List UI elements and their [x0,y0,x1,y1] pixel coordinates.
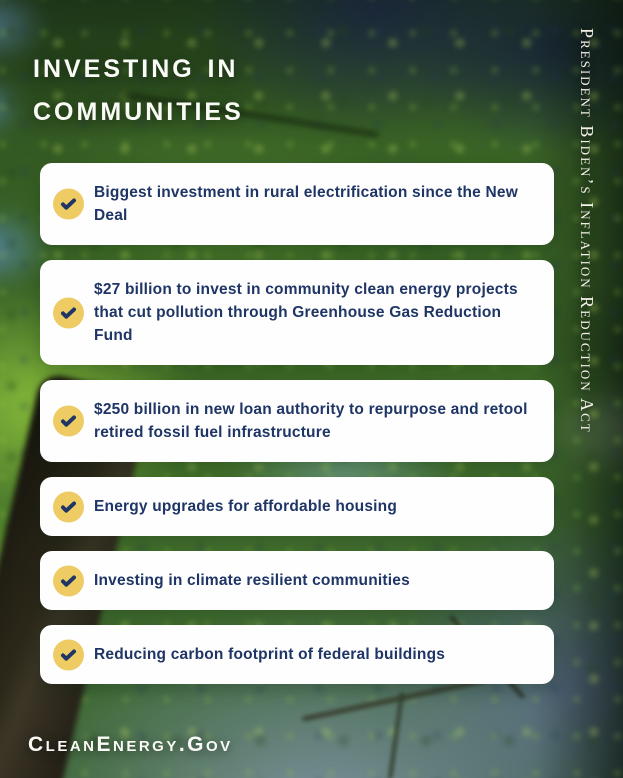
check-circle-icon [53,565,84,596]
checklist-item-text: $250 billion in new loan authority to re… [94,401,528,441]
checklist-item: $250 billion in new loan authority to re… [40,380,554,462]
checklist-item: $27 billion to invest in community clean… [40,260,554,365]
check-circle-icon [53,297,84,328]
check-circle-icon [53,639,84,670]
side-banner-text: President Biden’s Inflation Reduction Ac… [577,28,597,434]
checklist-item: Reducing carbon footprint of federal bui… [40,625,554,684]
check-circle-icon [53,405,84,437]
checklist: Biggest investment in rural electrificat… [40,163,554,684]
checklist-item: Energy upgrades for affordable housing [40,477,554,536]
website-url: CleanEnergy.Gov [28,733,233,756]
check-circle-icon [53,188,84,220]
checklist-item-text: Investing in climate resilient communiti… [94,572,410,589]
checklist-item: Biggest investment in rural electrificat… [40,163,554,245]
checklist-item-text: Reducing carbon footprint of federal bui… [94,646,446,663]
check-circle-icon [53,491,84,522]
checklist-item-text: Energy upgrades for affordable housing [94,498,397,515]
page-title-line1: Investing in [33,46,239,85]
checklist-item: Investing in climate resilient communiti… [40,551,554,610]
checklist-item-text: $27 billion to invest in community clean… [94,281,518,344]
page-title-line2: Communities [33,89,244,128]
page-title: Investing in Communities [33,44,244,130]
checklist-item-text: Biggest investment in rural electrificat… [94,184,518,224]
